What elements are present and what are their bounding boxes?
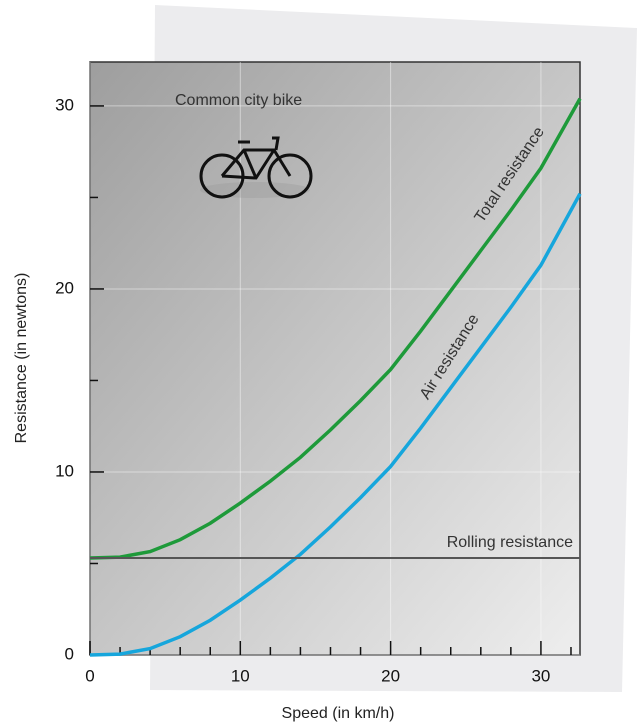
plot-area bbox=[89, 61, 581, 656]
annotation: Common city bike bbox=[175, 92, 302, 109]
series-label: Rolling resistance bbox=[447, 534, 573, 551]
x-tick-label: 20 bbox=[381, 666, 400, 685]
x-tick-label: 0 bbox=[85, 666, 94, 685]
y-axis-label: Resistance (in newtons) bbox=[13, 273, 30, 444]
x-tick-label: 10 bbox=[231, 666, 250, 685]
series-line bbox=[89, 97, 582, 560]
y-tick-label: 0 bbox=[65, 644, 74, 663]
series-line bbox=[89, 192, 582, 657]
x-tick-label: 30 bbox=[531, 666, 550, 685]
y-tick-label: 10 bbox=[55, 461, 74, 480]
bike-icon bbox=[199, 136, 313, 199]
y-tick-label: 30 bbox=[55, 95, 74, 114]
x-axis-label: Speed (in km/h) bbox=[282, 705, 395, 722]
y-tick-label: 20 bbox=[55, 278, 74, 297]
